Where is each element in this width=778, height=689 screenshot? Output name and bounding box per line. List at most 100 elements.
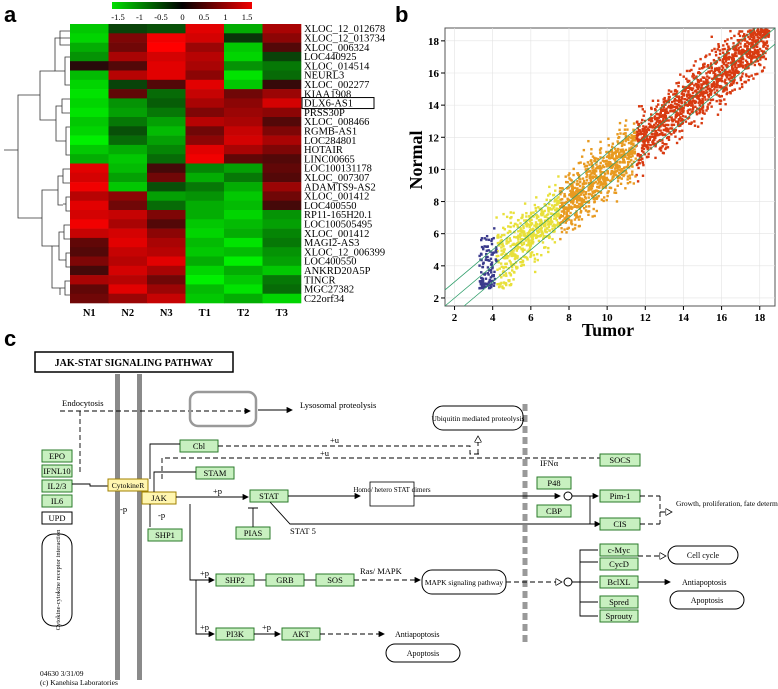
node-spred[interactable]: Spred	[599, 595, 639, 609]
scatter-point	[730, 76, 734, 80]
heatmap-cell	[224, 33, 263, 43]
scatter-point	[644, 144, 647, 147]
scatter-point	[765, 41, 768, 44]
scatter-point	[578, 202, 581, 206]
scatter-point	[760, 49, 763, 53]
node-stat[interactable]: STAT	[249, 489, 289, 503]
scatter-point	[725, 92, 728, 96]
scatter-point	[677, 81, 680, 84]
node-grb[interactable]: GRB	[265, 573, 305, 587]
scatter-point	[688, 102, 691, 105]
scatter-point	[579, 161, 582, 164]
scatter-point	[667, 123, 670, 127]
scatter-point	[618, 121, 622, 125]
scatter-point	[602, 196, 606, 199]
scatter-point	[502, 256, 505, 259]
scatter-point	[675, 141, 679, 145]
scatter-point	[497, 242, 501, 245]
node-cis[interactable]: CIS	[599, 517, 641, 531]
heatmap-cell	[108, 191, 148, 201]
scatter-point	[612, 151, 615, 155]
node-pim1[interactable]: Pim-1	[599, 489, 641, 503]
ligand-il2-3[interactable]: IL2/3	[41, 479, 73, 493]
scatter-point	[672, 123, 676, 127]
scatter-point	[577, 218, 581, 221]
ligand-ifnl10[interactable]: IFNL10	[41, 464, 73, 478]
node-pi3k[interactable]: PI3K	[215, 627, 255, 641]
scatter-point	[621, 156, 624, 159]
scatter-point	[725, 42, 729, 46]
cell-cycle-box[interactable]	[667, 545, 739, 565]
ligand-il6[interactable]: IL6	[41, 494, 73, 508]
node-shp1[interactable]: SHP1	[147, 528, 183, 542]
node-bclxl[interactable]: BclXL	[599, 575, 639, 589]
scatter-point	[737, 63, 740, 67]
scatter-point	[642, 147, 646, 151]
node-cycd[interactable]: CycD	[599, 557, 639, 571]
column-label: N1	[83, 308, 96, 319]
scatter-point	[596, 185, 599, 189]
node-p48[interactable]: P48	[536, 476, 572, 490]
heatmap-cell	[108, 135, 148, 146]
apoptosis-box-2[interactable]	[385, 643, 461, 663]
scatter-point	[594, 167, 597, 170]
scatter-point	[742, 51, 745, 54]
ligand-upd[interactable]: UPD	[41, 511, 73, 525]
node-cytokine-receptor[interactable]: CytokineR	[107, 478, 149, 492]
scatter-point	[641, 157, 644, 160]
node-sprouty[interactable]: Sprouty	[599, 609, 639, 623]
node-sos[interactable]: SOS	[315, 573, 355, 587]
svg-text:CycD: CycD	[609, 559, 629, 569]
scatter-point	[538, 230, 541, 234]
scatter-point	[627, 161, 630, 164]
scatter-point	[554, 212, 557, 216]
gene-label: XLOC_12_013734	[304, 33, 386, 44]
node-shp2[interactable]: SHP2	[215, 573, 255, 587]
node-stam[interactable]: STAM	[195, 466, 235, 480]
node-jak[interactable]: JAK	[141, 491, 177, 505]
scatter-point	[593, 172, 596, 176]
cytokine-interaction-box[interactable]: Cytokine-cytokine receptor interaction	[41, 529, 73, 630]
scatter-point	[483, 285, 486, 289]
scatter-point	[686, 79, 689, 83]
scatter-point	[567, 206, 571, 209]
node-pias[interactable]: PIAS	[235, 526, 271, 540]
scatter-point	[594, 170, 598, 173]
heatmap-cell	[185, 24, 225, 34]
node-cmyc[interactable]: c-Myc	[599, 543, 639, 557]
scatter-point	[670, 116, 673, 119]
scatter-point	[591, 169, 594, 172]
scatter-point	[614, 162, 617, 166]
heatmap-cell	[108, 265, 148, 276]
scatter-point	[625, 171, 628, 175]
scatter-point	[620, 154, 623, 157]
node-socs[interactable]: SOCS	[599, 453, 641, 467]
scatter-point	[738, 49, 741, 53]
scatter-point	[608, 164, 611, 168]
scatter-point	[739, 42, 742, 45]
scatter-point	[624, 187, 627, 190]
scatter-point	[746, 52, 749, 55]
scatter-point	[737, 47, 740, 50]
node-akt[interactable]: AKT	[281, 627, 321, 641]
node-cbp[interactable]: CBP	[536, 504, 572, 518]
scatter-point	[480, 238, 483, 242]
heatmap-cell	[147, 33, 186, 43]
scatter-point	[557, 224, 560, 227]
scatter-point	[723, 47, 726, 51]
node-cbl[interactable]: Cbl	[179, 439, 219, 453]
y-tick-label: 8	[434, 197, 440, 209]
scatter-point	[540, 221, 544, 225]
scatter-point	[623, 128, 627, 131]
scatter-point	[701, 106, 705, 109]
apoptosis-box-1[interactable]	[669, 590, 745, 610]
scatter-point	[750, 58, 753, 61]
scatter-point	[764, 36, 767, 39]
ligand-epo[interactable]: EPO	[41, 449, 73, 463]
scatter-point	[604, 177, 607, 180]
scatter-point	[595, 209, 598, 213]
scatter-point	[637, 140, 640, 143]
heatmap-cell	[224, 61, 263, 71]
label-plus-u-2: +u	[320, 448, 330, 458]
scatter-point	[667, 104, 671, 108]
